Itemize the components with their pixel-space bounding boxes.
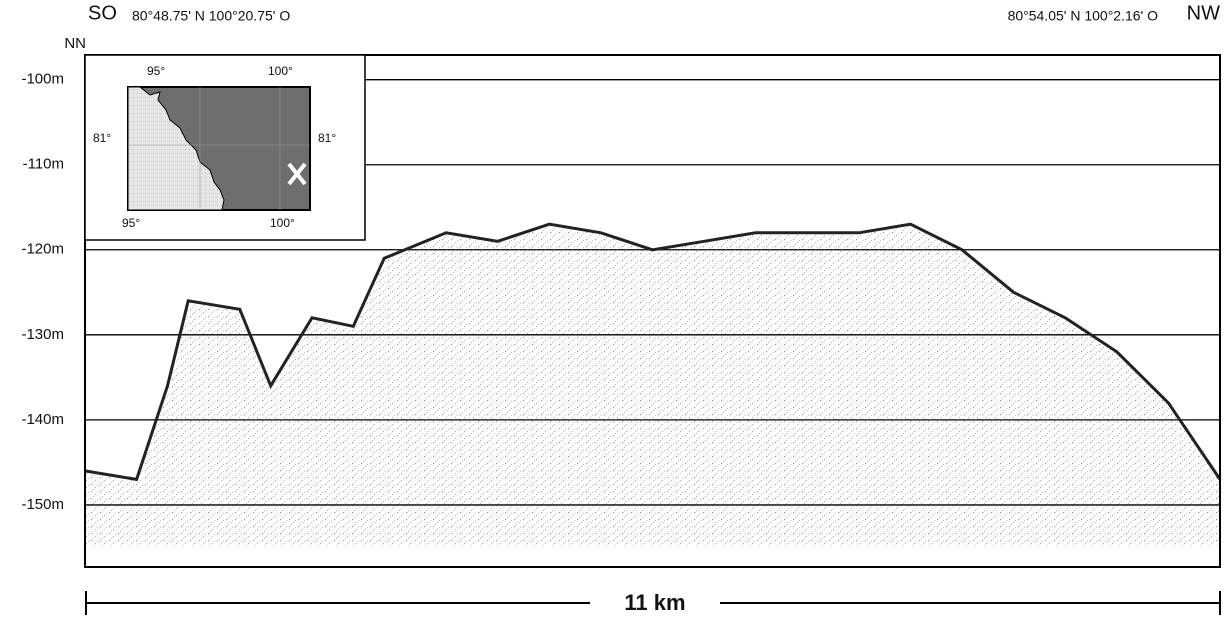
y-tick-label: -130m xyxy=(21,326,64,343)
y-axis-label: NN xyxy=(64,35,86,52)
inset-location xyxy=(287,162,307,186)
echo-scatter xyxy=(85,224,1220,547)
inset-label: 81° xyxy=(93,131,111,145)
y-tick-label: -100m xyxy=(21,71,64,88)
inset-label: 95° xyxy=(147,64,165,78)
coords-left: 80°48.75' N 100°20.75' O xyxy=(132,8,290,24)
seabed-profile xyxy=(84,222,1222,482)
y-tick-label: -120m xyxy=(21,241,64,258)
inset-label: 95° xyxy=(122,216,140,230)
direction-right: NW xyxy=(1187,2,1220,24)
y-tick-label: -150m xyxy=(21,496,64,513)
plot-area xyxy=(84,79,1222,547)
scale-bar: 11 km xyxy=(85,590,1221,615)
inset-label: 81° xyxy=(318,131,336,145)
y-tick-label: -140m xyxy=(21,411,64,428)
inset-label: 100° xyxy=(268,64,293,78)
scale-label: 11 km xyxy=(624,590,685,615)
direction-left: SO xyxy=(88,2,117,24)
inset-map: 95° 100° 81° 81° 95° 100° xyxy=(84,54,366,241)
coords-right: 80°54.05' N 100°2.16' O xyxy=(1008,8,1159,24)
y-tick-label: -110m xyxy=(23,156,64,173)
inset-label: 100° xyxy=(270,216,295,230)
plot-frame xyxy=(84,54,1221,568)
